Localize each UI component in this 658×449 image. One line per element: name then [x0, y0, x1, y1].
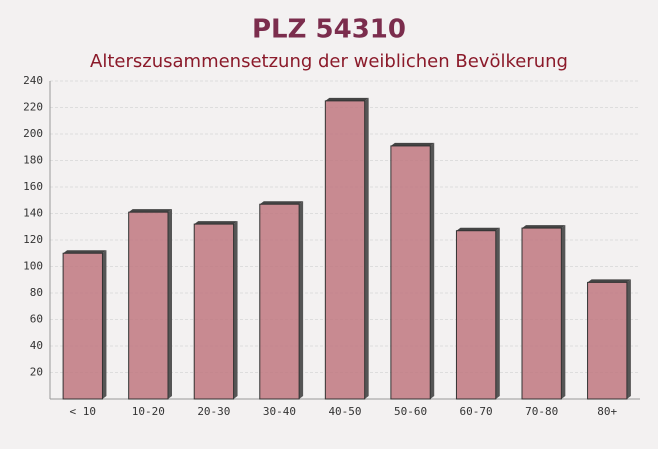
- y-tick-label: 160: [23, 180, 43, 193]
- bar: [455, 230, 497, 400]
- bar-top: [63, 250, 107, 254]
- bar-shadow: [233, 221, 238, 399]
- chart-subtitle: Alterszusammensetzung der weiblichen Bev…: [90, 51, 568, 72]
- bar-shadow: [102, 250, 107, 399]
- bar-shadow: [561, 225, 566, 399]
- x-tick-label: 50-60: [394, 405, 427, 418]
- x-tick-label: < 10: [70, 405, 97, 418]
- y-tick-label: 220: [23, 101, 43, 114]
- x-tick-label: 60-70: [460, 405, 493, 418]
- y-tick-label: 60: [30, 313, 43, 326]
- bar-top: [325, 97, 369, 101]
- y-tick-label: 20: [30, 366, 43, 379]
- bar-shadow: [168, 209, 172, 399]
- bar: [259, 203, 300, 400]
- bar: [128, 211, 169, 400]
- bar-shadow: [364, 97, 369, 399]
- bar-top: [587, 279, 631, 283]
- chart-title: PLZ 54310: [252, 15, 406, 45]
- x-tick-label: 10-20: [132, 405, 165, 418]
- bar-shadow: [430, 142, 435, 400]
- bar: [587, 281, 628, 400]
- bar-top: [259, 201, 304, 205]
- bar-top: [128, 209, 172, 213]
- x-tick-label: 40-50: [328, 405, 361, 418]
- bar-shadow: [626, 279, 631, 399]
- x-tick-label: 70-80: [525, 405, 558, 418]
- y-tick-label: 100: [23, 260, 43, 273]
- y-tick-label: 40: [30, 339, 43, 352]
- bar-shadow: [495, 227, 500, 399]
- bar-top: [390, 142, 435, 146]
- bar-top: [194, 221, 238, 225]
- y-tick-label: 240: [23, 74, 43, 87]
- y-tick-label: 200: [23, 127, 43, 140]
- y-tick-label: 80: [30, 286, 43, 299]
- x-tick-label: 20-30: [197, 405, 230, 418]
- y-tick-label: 140: [23, 207, 43, 220]
- bar: [390, 145, 431, 400]
- bar: [62, 252, 103, 400]
- x-tick-label: 30-40: [263, 405, 296, 418]
- bar-top: [456, 227, 500, 231]
- bar: [521, 227, 562, 400]
- bar: [193, 223, 235, 400]
- y-tick-label: 120: [23, 233, 43, 246]
- x-tick-label: 80+: [597, 405, 617, 418]
- bar-shadow: [299, 201, 304, 399]
- bar-top: [522, 225, 566, 229]
- y-tick-label: 180: [23, 154, 43, 167]
- bar: [324, 100, 366, 400]
